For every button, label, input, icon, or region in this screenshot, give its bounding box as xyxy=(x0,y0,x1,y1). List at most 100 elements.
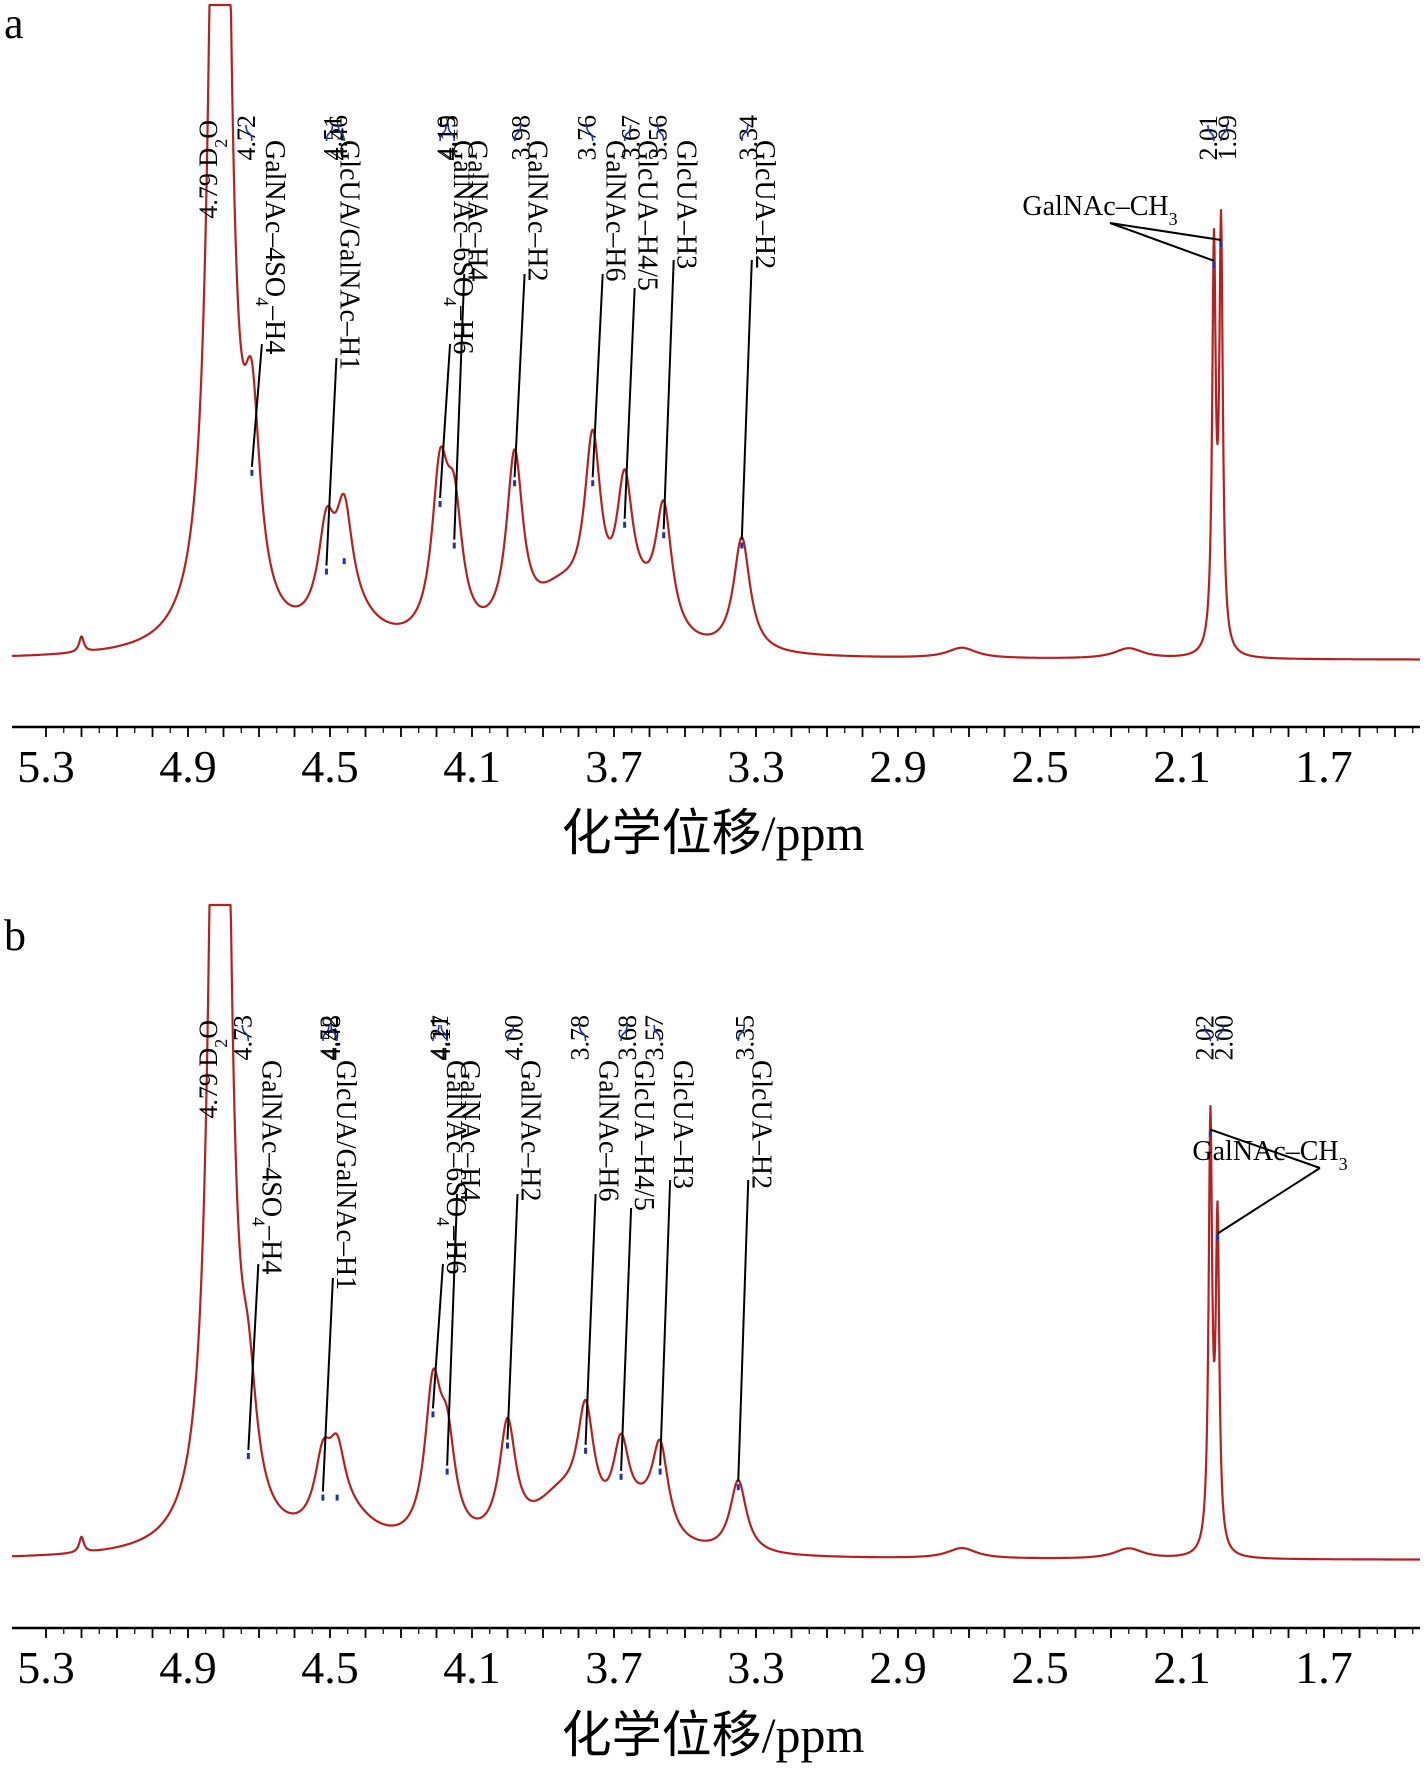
peak-bracket xyxy=(440,1024,448,1042)
peak-ppm-label: 3.78 xyxy=(566,1015,595,1061)
x-tick-label: 2.5 xyxy=(1011,741,1069,792)
assignment-pointer xyxy=(1109,222,1222,241)
assignment-pointer xyxy=(325,357,338,566)
assignment-pointer xyxy=(506,1193,519,1440)
peak-bracket xyxy=(737,1024,746,1042)
panel-label: b xyxy=(4,911,26,960)
peak-ppm-label: 3.67 xyxy=(617,115,646,161)
panel-a: a 5.3 4.9 4.5 4.1 3.7 3.3 2.9 2.5 2.1 1.7 化学位移/ppm 4… xyxy=(4,0,1421,861)
x-tick-label: 2.9 xyxy=(869,1642,927,1693)
spectrum-line xyxy=(11,903,1421,1561)
peak-bracket xyxy=(506,1024,515,1042)
assignment-pointer xyxy=(737,1179,750,1482)
peak-bracket xyxy=(330,1024,338,1042)
assignment-pointer xyxy=(1109,222,1215,262)
peak-bracket xyxy=(513,124,522,142)
assignment-pointer xyxy=(431,1263,444,1409)
peak-bracket xyxy=(653,1024,661,1042)
peak-ppm-label: 4.15 xyxy=(434,115,463,161)
x-axis-label: 化学位移/ppm xyxy=(562,805,865,861)
panel-b: b 5.3 4.9 4.5 4.1 3.7 3.3 2.9 2.5 2.1 1.7 化学位移/ppm 4… xyxy=(4,903,1421,1763)
x-axis-label: 化学位移/ppm xyxy=(562,1707,865,1763)
peak-ppm-label: 3.56 xyxy=(644,115,673,161)
peak-bracket xyxy=(1207,124,1215,142)
peak-bracket xyxy=(439,124,447,142)
solvent-label: 4.79 D2O xyxy=(194,120,231,219)
x-tick-label: 4.5 xyxy=(301,741,359,792)
assignment-pointer xyxy=(623,287,636,519)
x-tick-label: 5.3 xyxy=(17,1642,75,1693)
x-tick-label: 1.7 xyxy=(1295,741,1353,792)
assignment-pointer xyxy=(662,259,675,530)
peak-assignment-label: GlcUA–H4/5 xyxy=(628,1060,659,1211)
x-tick-label: 2.1 xyxy=(1153,1642,1211,1693)
assignment-pointer xyxy=(247,1263,260,1451)
peak-assignment-label: GlcUA–H3 xyxy=(671,140,702,269)
assignment-pointer xyxy=(740,259,753,540)
assignment-pointer xyxy=(584,1193,597,1445)
peak-ppm-label: 2.00 xyxy=(1210,1015,1239,1061)
x-tick-label: 4.5 xyxy=(301,1642,359,1693)
peak-assignment-label: GalNAc–4SO4–H4 xyxy=(252,140,290,354)
x-tick-label: 2.1 xyxy=(1153,741,1211,792)
peak-ppm-label: 4.19 xyxy=(432,115,461,161)
solvent-label: 4.79 D2O xyxy=(194,1020,231,1119)
x-tick-label: 1.7 xyxy=(1295,1642,1353,1693)
x-tick-label: 2.5 xyxy=(1011,1642,1069,1693)
peak-bracket xyxy=(432,1024,440,1042)
peak-bracket xyxy=(656,124,665,142)
peak-assignment-label: GalNAc–H6 xyxy=(593,1060,624,1202)
peak-bracket xyxy=(585,124,594,142)
x-tick-label: 4.9 xyxy=(159,1642,217,1693)
peak-bracket xyxy=(1216,1024,1225,1042)
peak-ppm-label: 4.17 xyxy=(427,1015,456,1061)
peak-ppm-label: 4.46 xyxy=(324,115,353,161)
x-tick-label: 3.3 xyxy=(727,741,785,792)
peak-ppm-label: 4.73 xyxy=(228,1015,257,1061)
x-tick-label: 3.7 xyxy=(585,1642,643,1693)
peak-ppm-label: 4.48 xyxy=(317,1015,346,1061)
peak-ppm-label: 2.01 xyxy=(1194,115,1223,161)
peak-assignment-label: GalNAc–H2 xyxy=(515,1060,546,1202)
x-tick-label: 3.3 xyxy=(727,1642,785,1693)
peak-assignment-label: GlcUA/GalNAc–H1 xyxy=(333,140,364,370)
peak-assignment-label: GalNAc–CH3 xyxy=(1022,191,1177,229)
assignment-pointer xyxy=(321,1277,334,1492)
assignment-pointer xyxy=(439,343,452,499)
peak-bracket xyxy=(1203,1024,1212,1042)
peak-ppm-label: 4.21 xyxy=(425,1015,454,1061)
panel-label: a xyxy=(4,0,24,48)
x-tick-label: 4.1 xyxy=(443,1642,501,1693)
peak-ppm-label: 1.99 xyxy=(1213,115,1242,161)
peak-bracket xyxy=(620,1024,628,1042)
assignment-pointer xyxy=(591,273,604,478)
peak-bracket xyxy=(741,124,749,142)
peak-assignment-label: GlcUA–H4/5 xyxy=(632,140,663,291)
peak-bracket xyxy=(1220,124,1228,142)
peak-ppm-label: 2.02 xyxy=(1190,1015,1219,1061)
peak-assignment-label: GlcUA–H2 xyxy=(745,1060,776,1189)
peak-bracket xyxy=(337,124,345,142)
peak-ppm-label: 4.72 xyxy=(232,115,261,161)
peak-bracket xyxy=(447,124,456,142)
peak-assignment-label: GalNAc–CH3 xyxy=(1192,1136,1347,1174)
peak-bracket xyxy=(325,124,334,142)
peak-bracket xyxy=(623,124,632,142)
peak-ppm-label: 3.34 xyxy=(734,115,763,161)
assignment-pointer xyxy=(453,273,466,540)
peak-assignment-label: GalNAc–H4 xyxy=(454,1060,485,1202)
peak-ppm-label: 3.57 xyxy=(640,1015,669,1061)
peak-ppm-label: 4.52 xyxy=(315,1015,344,1061)
peak-assignment-label: GlcUA/GalNAc–H1 xyxy=(330,1060,361,1290)
assignment-pointer xyxy=(513,273,526,478)
assignment-pointer xyxy=(446,1193,459,1466)
x-tick-label: 4.1 xyxy=(443,741,501,792)
peak-assignment-label: GalNAc–H2 xyxy=(522,140,553,282)
x-tick-label: 4.9 xyxy=(159,741,217,792)
peak-bracket xyxy=(578,1024,587,1042)
peak-ppm-label: 3.98 xyxy=(507,115,536,161)
x-tick-label: 3.7 xyxy=(585,741,643,792)
peak-bracket xyxy=(245,124,253,142)
peak-ppm-label: 4.00 xyxy=(500,1015,529,1061)
